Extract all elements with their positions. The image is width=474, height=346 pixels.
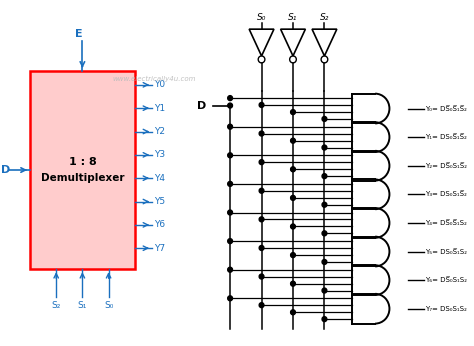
Text: Y4: Y4 (154, 174, 165, 183)
Circle shape (291, 224, 295, 229)
Circle shape (259, 102, 264, 107)
Text: S₂: S₂ (320, 13, 329, 22)
Circle shape (291, 138, 295, 143)
Text: Y₄= DS̅₀S̅₁S₂: Y₄= DS̅₀S̅₁S₂ (426, 220, 467, 226)
Circle shape (291, 310, 295, 315)
Circle shape (259, 245, 264, 251)
Text: 1 : 8: 1 : 8 (69, 157, 96, 167)
Circle shape (259, 131, 264, 136)
Circle shape (228, 153, 232, 158)
Circle shape (259, 217, 264, 222)
Circle shape (322, 317, 327, 322)
Circle shape (259, 188, 264, 193)
Circle shape (228, 296, 232, 301)
Circle shape (259, 303, 264, 308)
Text: Y₀= DS̅₀S̅₁S̅₂: Y₀= DS̅₀S̅₁S̅₂ (426, 106, 467, 111)
Text: Y5: Y5 (154, 197, 165, 206)
Circle shape (322, 288, 327, 293)
Circle shape (228, 181, 232, 186)
Text: S₁: S₁ (78, 301, 87, 310)
Circle shape (228, 267, 232, 272)
Text: S₂: S₂ (52, 301, 61, 310)
Text: Y2: Y2 (154, 127, 165, 136)
Circle shape (291, 253, 295, 257)
Circle shape (322, 231, 327, 236)
Text: Y₆= DS̅₀S₁S₂: Y₆= DS̅₀S₁S₂ (426, 277, 467, 283)
Circle shape (228, 124, 232, 129)
Text: Y7: Y7 (154, 244, 165, 253)
Circle shape (291, 195, 295, 200)
Text: D: D (1, 165, 10, 175)
FancyBboxPatch shape (30, 71, 135, 269)
Text: Demultiplexer: Demultiplexer (41, 173, 124, 183)
Circle shape (322, 174, 327, 179)
Text: Y₃= DS₀S₁S̅₂: Y₃= DS₀S₁S̅₂ (426, 191, 467, 197)
Circle shape (228, 239, 232, 244)
Circle shape (291, 110, 295, 115)
Text: S₀: S₀ (257, 13, 266, 22)
Circle shape (322, 260, 327, 264)
Text: S₁: S₁ (288, 13, 298, 22)
Circle shape (291, 167, 295, 172)
Circle shape (228, 95, 232, 101)
Circle shape (259, 160, 264, 165)
Circle shape (322, 117, 327, 121)
Circle shape (228, 210, 232, 215)
Text: Y₂= DS̅₀S₁S̅₂: Y₂= DS̅₀S₁S̅₂ (426, 163, 467, 169)
Text: E: E (75, 29, 82, 39)
Text: S₀: S₀ (104, 301, 113, 310)
Circle shape (322, 145, 327, 150)
Text: Y₅= DS₀S̅₁S₂: Y₅= DS₀S̅₁S₂ (426, 248, 467, 255)
Circle shape (259, 274, 264, 279)
Circle shape (322, 202, 327, 207)
Text: Y1: Y1 (154, 104, 165, 113)
Circle shape (228, 103, 232, 108)
Text: Y3: Y3 (154, 151, 165, 160)
Text: Y6: Y6 (154, 220, 165, 229)
Text: www.electrically4u.com: www.electrically4u.com (112, 76, 196, 82)
Text: D: D (197, 101, 206, 110)
Circle shape (291, 281, 295, 286)
Text: Y₇= DS₀S₁S₂: Y₇= DS₀S₁S₂ (426, 306, 467, 312)
Text: Y0: Y0 (154, 80, 165, 89)
Text: Y₁= DS₀S̅₁S̅₂: Y₁= DS₀S̅₁S̅₂ (426, 134, 467, 140)
